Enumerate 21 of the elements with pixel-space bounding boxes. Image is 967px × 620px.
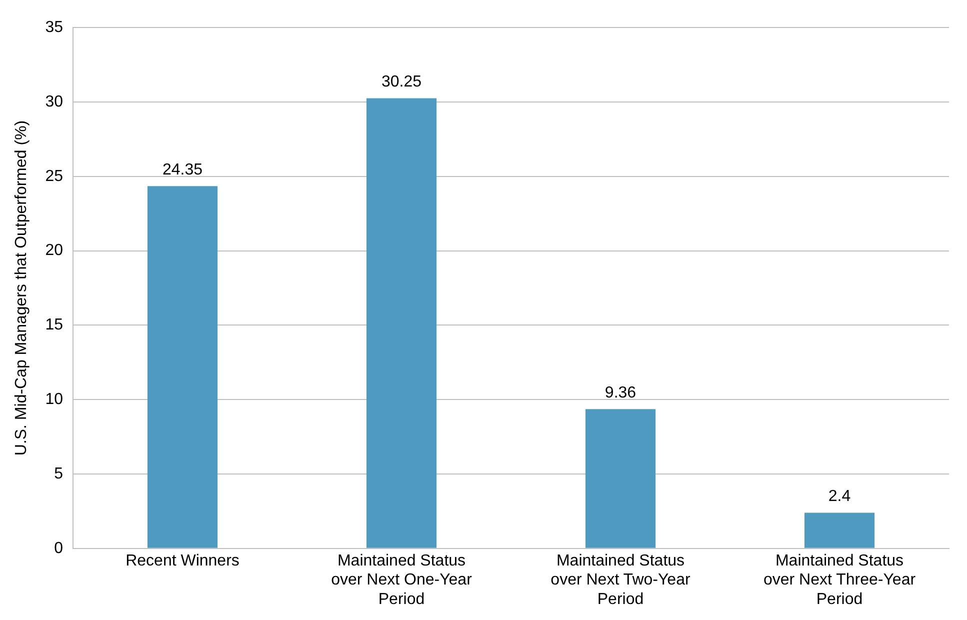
y-tick-label: 15 <box>45 316 64 334</box>
x-tick-label: Maintained Status over Next One-Year Period <box>331 552 473 608</box>
x-tick-label: Maintained Status over Next Two-Year Period <box>550 552 691 608</box>
y-tick-label: 0 <box>54 540 64 557</box>
data-label: 30.25 <box>381 74 422 91</box>
y-tick-label: 5 <box>54 465 64 482</box>
data-label: 9.36 <box>604 384 636 402</box>
x-tick-label: Maintained Status over Next Three-Year Period <box>763 552 916 608</box>
data-label: 2.4 <box>828 488 851 506</box>
y-tick-label: 35 <box>45 19 64 36</box>
y-tick-label: 10 <box>45 391 64 408</box>
data-label: 24.35 <box>162 161 203 178</box>
y-tick-label: 25 <box>45 168 64 185</box>
y-axis-title: U.S. Mid-Cap Managers that Outperformed (%) <box>13 120 30 456</box>
y-tick-label: 20 <box>45 242 64 260</box>
x-tick-label: Recent Winners <box>126 552 240 570</box>
bar <box>366 98 437 548</box>
bar <box>804 512 875 548</box>
y-tick-label: 30 <box>45 93 64 110</box>
bar <box>147 186 218 548</box>
bar <box>585 409 656 548</box>
